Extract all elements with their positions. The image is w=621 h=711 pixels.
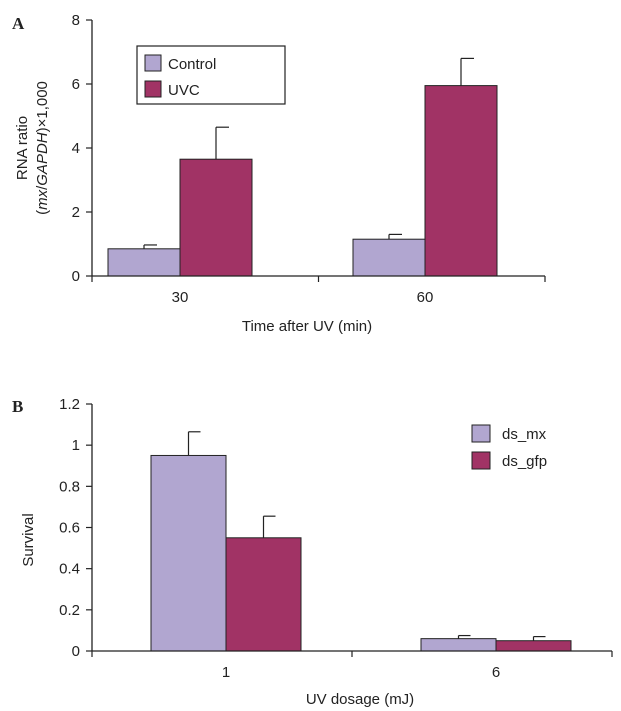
panel-a-legend-swatch-uvc xyxy=(144,80,162,98)
panel-a-x-tick-label: 30 xyxy=(172,289,189,306)
panel-b: B ds_mx ds_gfp UV dosage (mJ) Survival 0… xyxy=(12,396,613,708)
panel-b-y-tick-label: 1 xyxy=(72,437,80,454)
panel-a-x-axis-title: Time after UV (min) xyxy=(242,318,372,335)
panel-b-bar-ds-mx-1 xyxy=(150,454,227,652)
panel-b-x-tick-label: 1 xyxy=(222,664,230,681)
panel-a-bar-control-30 xyxy=(107,248,181,277)
panel-b-legend-swatch-ds-mx xyxy=(471,424,491,443)
panel-a-letter: A xyxy=(12,14,25,33)
panel-a-y-tick-label: 2 xyxy=(72,204,80,221)
panel-a-legend-label-uvc: UVC xyxy=(168,82,200,99)
panel-a-bar-control-60 xyxy=(352,238,426,277)
panel-b-x-axis-title: UV dosage (mJ) xyxy=(306,691,414,708)
panel-b-y-tick-label: 0.2 xyxy=(59,602,80,619)
panel-a-legend-swatch-control xyxy=(144,54,162,72)
panel-a-legend-label-control: Control xyxy=(168,56,216,73)
panel-b-y-tick-label: 0.4 xyxy=(59,561,80,578)
panel-b-y-tick-label: 1.2 xyxy=(59,396,80,413)
panel-a-y-tick-label: 0 xyxy=(72,268,80,285)
panel-b-y-tick-label: 0 xyxy=(72,643,80,660)
panel-b-bar-ds-mx-6 xyxy=(420,638,497,652)
panel-b-bar-ds-gfp-1 xyxy=(225,537,302,652)
panel-a-y-axis-title-line1: RNA ratio xyxy=(14,116,31,180)
panel-a-legend: Control UVC xyxy=(136,45,286,105)
panel-b-x-tick-label: 6 xyxy=(492,664,500,681)
panel-b-letter: B xyxy=(12,397,23,416)
panel-a-legend-box xyxy=(136,45,286,105)
panel-b-y-tick-label: 0.6 xyxy=(59,520,80,537)
panel-b-legend: ds_mx ds_gfp xyxy=(471,424,547,470)
panel-b-bar-ds-gfp-6 xyxy=(495,640,572,652)
panel-a-bar-uvc-30 xyxy=(179,158,253,277)
panel-b-legend-label-ds-mx: ds_mx xyxy=(502,426,547,443)
panel-a-x-tick-label: 60 xyxy=(417,289,434,306)
panel-b-y-tick-label: 0.8 xyxy=(59,478,80,495)
panel-a-y-tick-label: 8 xyxy=(72,12,80,29)
panel-b-legend-swatch-ds-gfp xyxy=(471,451,491,470)
panel-a-y-tick-label: 4 xyxy=(72,140,80,157)
panel-a: A Control UVC Time after UV (min) RNA ra… xyxy=(12,12,546,335)
panel-b-legend-label-ds-gfp: ds_gfp xyxy=(502,453,547,470)
panel-a-y-tick-label: 6 xyxy=(72,76,80,93)
panel-b-y-axis-title: Survival xyxy=(20,513,37,566)
panel-a-y-axis-title-line2: (mx/GAPDH)×1,000 xyxy=(34,81,51,215)
panel-a-bar-uvc-60 xyxy=(424,85,498,277)
